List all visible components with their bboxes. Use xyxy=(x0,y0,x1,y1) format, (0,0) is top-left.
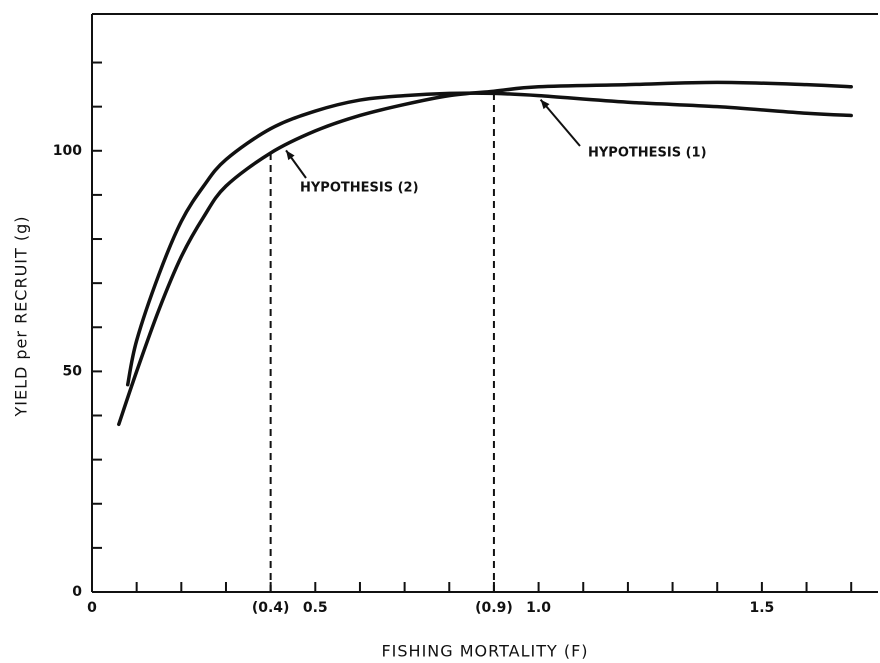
x-tick-label: (0.4) xyxy=(252,600,290,616)
annotation-arrowhead xyxy=(286,150,295,161)
x-tick-label: (0.9) xyxy=(475,600,513,616)
x-axis-title: FISHING MORTALITY (F) xyxy=(381,642,588,661)
series-line xyxy=(125,91,853,387)
annotation-arrowhead xyxy=(540,99,550,110)
annotation: HYPOTHESIS (2) xyxy=(300,181,419,196)
y-tick-label: 50 xyxy=(63,363,83,379)
x-tick-label: 1.0 xyxy=(526,600,551,616)
y-tick-label: 100 xyxy=(53,143,82,159)
y-axis-title: YIELD per RECRUIT (g) xyxy=(12,215,31,417)
x-tick-label: 1.5 xyxy=(749,600,774,616)
y-tick-label: 0 xyxy=(72,584,82,600)
x-tick-label: 0.5 xyxy=(303,600,328,616)
x-tick-label: 0 xyxy=(87,600,97,616)
annotation: HYPOTHESIS (1) xyxy=(588,146,707,161)
annotation-arrow xyxy=(539,98,581,147)
series-line xyxy=(117,80,853,427)
